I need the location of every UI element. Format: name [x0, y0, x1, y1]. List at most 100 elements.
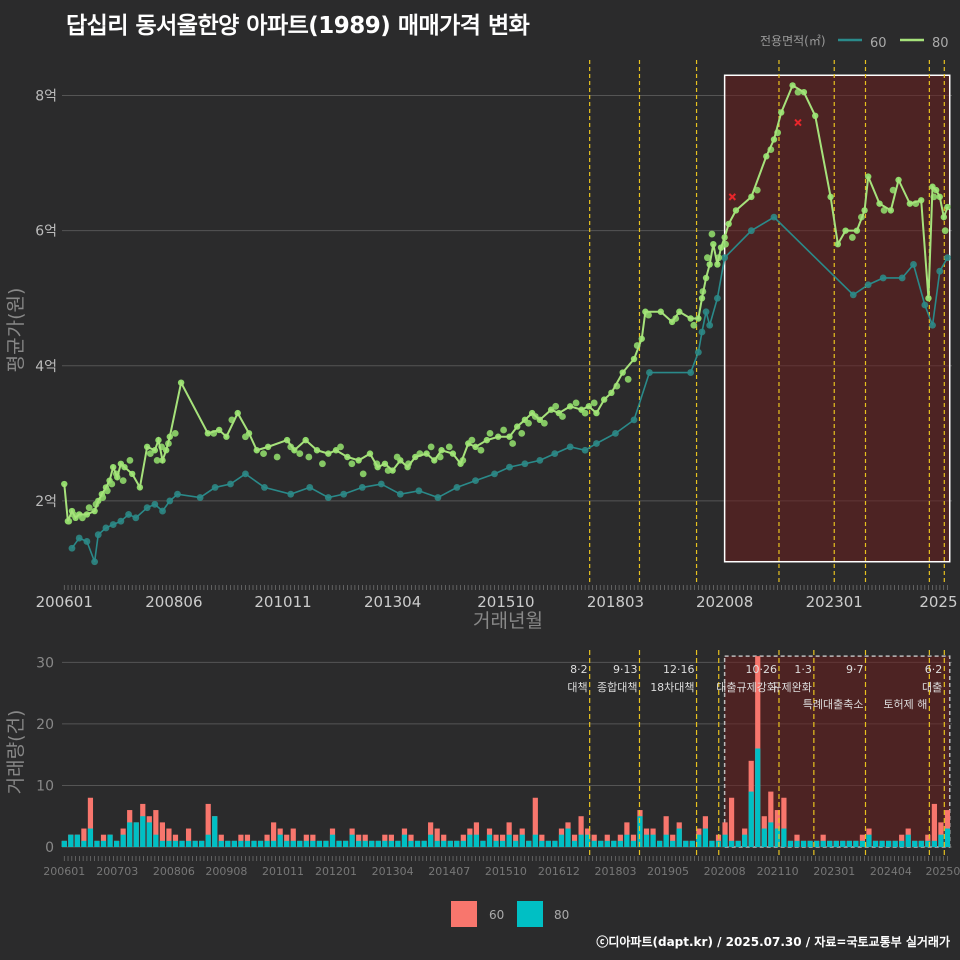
x-tick-label: 201304: [364, 593, 421, 611]
point-80: [337, 443, 344, 451]
bar-80: [107, 834, 113, 847]
bar-80: [166, 840, 172, 847]
bar-80: [814, 840, 820, 847]
x-tick-label: 201612: [538, 865, 580, 878]
policy-label: 규제완화: [771, 681, 811, 694]
x-tick-label: 20250: [925, 865, 960, 878]
bar-80: [329, 834, 336, 847]
bar-80: [532, 834, 538, 847]
point-80: [690, 321, 698, 329]
point-80: [359, 470, 367, 478]
x-tick-label: 201803: [594, 865, 636, 878]
bar-80: [336, 840, 342, 847]
bar-80: [853, 840, 859, 847]
bar-80: [657, 840, 663, 847]
point-80: [445, 443, 453, 451]
bar-80: [94, 840, 100, 847]
bar-80: [212, 816, 218, 847]
bar-60: [153, 810, 159, 847]
bar-80: [748, 791, 754, 847]
bar-80: [905, 834, 911, 847]
bar-80: [617, 840, 623, 847]
x-tick-label: 200601: [36, 593, 93, 611]
bar-80: [467, 834, 473, 847]
bar-80: [414, 840, 421, 847]
point-80: [624, 375, 632, 383]
bar-80: [866, 834, 872, 847]
y-tick-label: 30: [36, 655, 54, 671]
bar-60: [931, 803, 937, 847]
point-80: [941, 227, 949, 235]
x-tick-label: 201011: [262, 865, 304, 878]
price-axes: 200601 200806 201011 201304 201510 201803 2020…: [36, 585, 958, 611]
y-tick-label: 8억: [35, 89, 57, 105]
y-tick-label: 0: [45, 840, 54, 856]
bar-80: [388, 840, 394, 847]
point-80: [119, 477, 127, 485]
bar-60: [728, 797, 735, 847]
point-80: [85, 504, 93, 512]
bar-80: [787, 840, 794, 847]
bar-60: [578, 816, 584, 847]
bar-80: [506, 834, 512, 847]
bar-80: [846, 840, 852, 847]
bar-60: [532, 797, 538, 847]
bar-80: [676, 828, 682, 847]
bar-80: [761, 828, 767, 847]
bar-80: [558, 834, 565, 847]
bar-60: [81, 828, 87, 847]
point-80: [153, 456, 161, 464]
policy-label: 대책: [567, 681, 587, 694]
bar-60: [166, 828, 172, 847]
policy-date: 9·13: [613, 663, 638, 676]
bar-80: [872, 840, 879, 847]
bar-80: [225, 840, 231, 847]
bar-80: [611, 840, 617, 847]
bar-80: [663, 834, 669, 847]
bar-80: [755, 748, 761, 847]
policy-label: 18차대책: [650, 681, 694, 694]
point-80: [296, 450, 304, 458]
bar-80: [519, 834, 525, 847]
x-tick-label: 200806: [153, 865, 195, 878]
x-tick-label: 200703: [96, 865, 138, 878]
policy-date: 10·26: [745, 663, 777, 676]
bar-60: [185, 828, 192, 847]
y-tick-label: 20: [36, 717, 54, 733]
bar-80: [284, 840, 290, 847]
bar-80: [231, 840, 237, 847]
y-tick-label: 10: [36, 778, 54, 794]
bar-80: [297, 840, 303, 847]
bar-80: [735, 840, 741, 847]
bar-legend-swatch-60: [451, 901, 477, 927]
y-tick-label: 4억: [35, 359, 57, 375]
bar-80: [159, 840, 165, 847]
bar-80: [428, 834, 434, 847]
bar-80: [545, 840, 551, 847]
bar-80: [264, 840, 270, 847]
policy-label: 특례대출축소: [803, 698, 864, 711]
bar-80: [892, 840, 898, 847]
bar-80: [794, 840, 800, 847]
bar-80: [833, 840, 839, 847]
bar-60: [781, 797, 787, 847]
point-80: [880, 206, 888, 214]
point-80: [753, 186, 761, 194]
bar-80: [244, 840, 251, 847]
bar-80: [454, 840, 460, 847]
point-80: [704, 254, 711, 262]
policy-date: 12·16: [663, 663, 695, 676]
bar-80: [277, 834, 283, 847]
bar-80: [781, 828, 787, 847]
red-marker: [794, 118, 802, 127]
bar-80: [362, 840, 368, 847]
bar-legend-swatch-80: [517, 901, 543, 927]
bar-80: [944, 828, 951, 847]
bar-80: [257, 840, 264, 847]
bar-80: [859, 840, 866, 847]
bar-80: [114, 840, 120, 847]
x-tick-label: 202008: [696, 593, 753, 611]
bar-80: [192, 840, 198, 847]
bar-80: [768, 822, 774, 847]
series-line-60: [71, 216, 949, 563]
